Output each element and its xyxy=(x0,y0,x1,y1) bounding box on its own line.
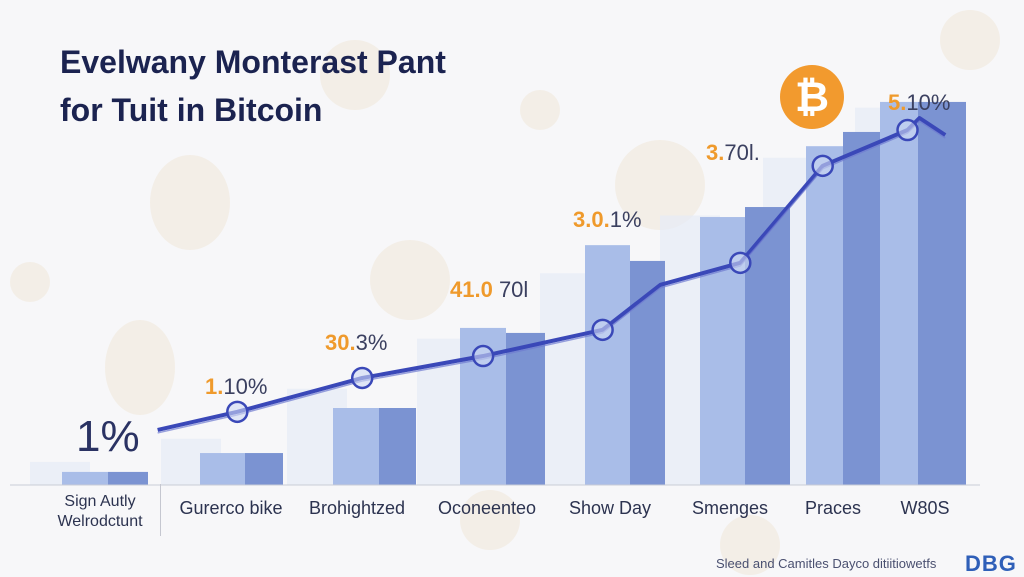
x-tick-label: Brohightzed xyxy=(309,498,405,518)
bar-light xyxy=(585,245,630,485)
data-label: 3.70l. xyxy=(706,140,760,166)
data-label-accent: 41.0 xyxy=(450,277,493,302)
line-marker xyxy=(471,344,495,368)
bar-dark xyxy=(506,332,545,485)
data-label: 5.10% xyxy=(888,90,950,116)
bar-dark xyxy=(918,101,966,486)
bitcoin-icon: ₿ xyxy=(780,65,844,129)
axis-divider xyxy=(160,484,161,536)
line-marker xyxy=(811,154,834,178)
data-label-accent: 1. xyxy=(205,374,224,399)
data-label: 41.0 70l xyxy=(450,277,528,303)
line-marker xyxy=(226,400,249,424)
x-tick-label: Show Day xyxy=(569,498,651,518)
x-tick-label: Gurerco bike xyxy=(179,498,282,518)
data-label-accent: 30. xyxy=(325,330,356,355)
x-tick-text: W80S xyxy=(900,498,950,518)
data-label-value: 10% xyxy=(223,374,268,399)
data-label-value: 3% xyxy=(355,330,388,355)
brand-logo: DBG xyxy=(965,551,1017,576)
x-tick-text: Oconeenteo xyxy=(437,498,537,518)
chart-title: Evelwany Monterast Pant for Tuit in Bitc… xyxy=(60,38,446,134)
line-marker xyxy=(896,118,919,142)
title-line-2: for Tuit in Bitcoin xyxy=(60,92,323,128)
bar-light xyxy=(880,101,918,486)
bar-dark xyxy=(379,408,416,485)
data-label-value: 1% xyxy=(76,412,140,461)
x-tick-text: Brohightzed xyxy=(308,498,406,518)
x-tick-text: Gurerco bike xyxy=(179,498,283,518)
bar-dark xyxy=(245,453,283,485)
data-label-value: 70l xyxy=(492,277,529,302)
data-label: 30.3% xyxy=(325,330,387,356)
x-tick-text: Welrodctunt xyxy=(57,513,143,530)
x-tick-label: Praces xyxy=(805,498,861,518)
bar-light xyxy=(62,471,108,485)
data-label: 1% xyxy=(76,412,140,462)
bar-light xyxy=(806,146,843,485)
data-label-accent: 5. xyxy=(888,90,907,115)
data-label-accent: 3. xyxy=(706,140,725,165)
x-tick-label: W80S xyxy=(900,498,949,518)
x-tick-label: Smenges xyxy=(692,498,768,518)
line-marker xyxy=(729,251,752,275)
bar-dark xyxy=(745,207,790,485)
x-tick-label: Oconeenteo xyxy=(438,498,536,518)
bar-light xyxy=(333,408,379,485)
data-label-value: 1% xyxy=(609,207,642,232)
data-label-value: 70l. xyxy=(724,140,760,165)
x-tick-text: Smenges xyxy=(691,498,769,518)
x-tick-text: Show Day xyxy=(568,498,652,518)
line-marker xyxy=(350,366,374,390)
x-tick-text: Sign Autly xyxy=(64,493,136,510)
data-label-value: 10% xyxy=(906,90,951,115)
bar-light xyxy=(200,453,245,485)
line-marker xyxy=(591,318,614,342)
title-line-1: Evelwany Monterast Pant xyxy=(60,44,446,80)
bar-dark xyxy=(108,471,148,485)
data-label: 1.10% xyxy=(205,374,267,400)
footer-caption: Sleed and Camitles Dayco ditiitiowetfs xyxy=(716,556,937,571)
data-label: 3.0.1% xyxy=(573,207,642,233)
x-tick-text: Praces xyxy=(804,498,862,518)
x-tick-label: Sign Autly Welrodctunt xyxy=(57,492,142,532)
data-label-accent: 3.0. xyxy=(573,207,610,232)
bar-dark xyxy=(843,131,880,485)
